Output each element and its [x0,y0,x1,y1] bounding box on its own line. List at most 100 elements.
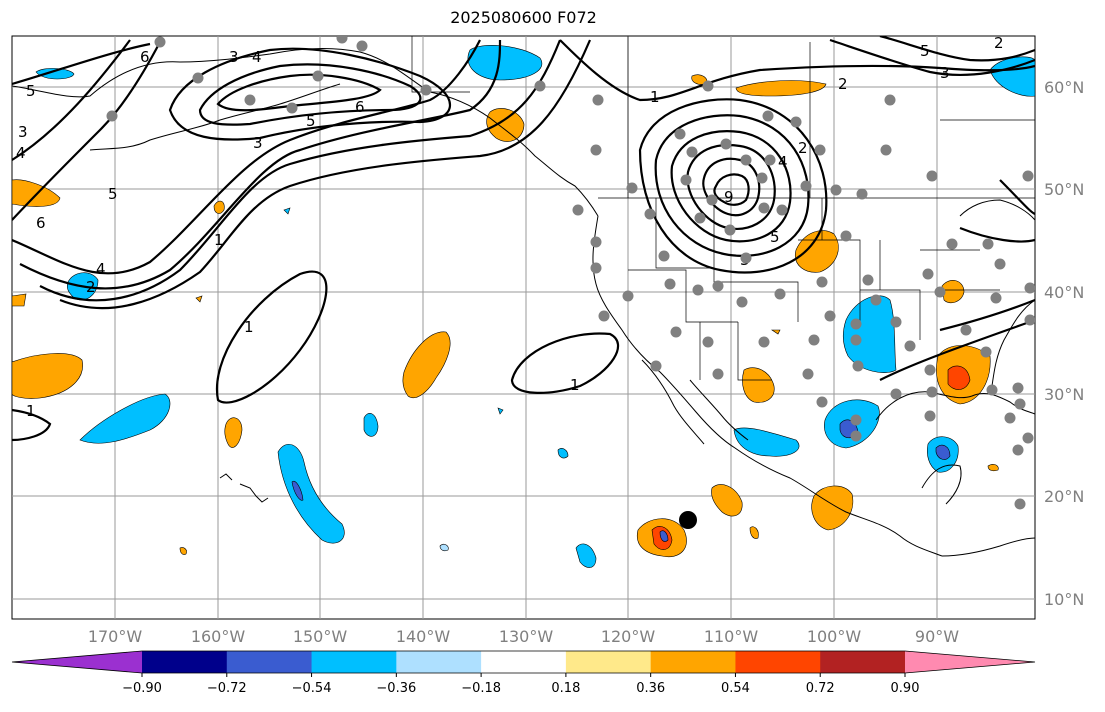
contour-label: 3 [229,48,239,66]
positive-anomaly [811,485,854,531]
colorbar: −0.90 −0.72 −0.54 −0.36 −0.18 0.18 0.36 0.54 0.7… [11,650,1036,696]
positive-anomaly [402,331,451,398]
colorbar-segment [396,651,482,673]
contour-lines [12,36,1035,442]
colorbar-segment [565,651,652,673]
positive-anomaly [12,353,83,399]
lat-label-50n: 50°N [1044,180,1084,199]
longitude-labels: 170°W 160°W 150°W 140°W 130°W 120°W 110°… [88,627,959,646]
negative-anomaly [989,56,1035,97]
positive-anomaly [742,367,775,403]
colorbar-tick-label: 0.72 [806,681,835,696]
contour-label: 1 [570,376,580,394]
coastlines [12,47,1035,557]
colorbar-tick-label: −0.18 [461,681,501,696]
negative-anomaly [35,68,75,80]
lon-label-170w: 170°W [88,627,143,646]
contour-label: 4 [96,260,106,278]
contour-label: 3 [18,123,28,141]
positive-anomaly [795,230,839,273]
colorbar-segment [226,651,313,673]
negative-anomaly [79,393,171,444]
station-dots [106,36,1035,510]
contour-label: 2 [838,75,848,93]
negative-anomaly [291,480,304,501]
contour-label: 3 [253,134,263,152]
lat-label-10n: 10°N [1044,590,1084,609]
colorbar-tick-label: 0.36 [636,681,665,696]
negative-anomaly [439,544,449,552]
contour-label: 2 [86,278,96,296]
lat-label-60n: 60°N [1044,78,1084,97]
positive-anomaly [12,293,27,307]
negative-anomaly [557,448,569,459]
colorbar-tick-label: 0.18 [551,681,580,696]
positive-anomaly [213,200,225,214]
contour-label: 4 [16,144,26,162]
colorbar-tick-label: −0.90 [122,681,162,696]
positive-anomaly [486,108,525,142]
colorbar-tick-label: −0.72 [207,681,247,696]
lon-label-120w: 120°W [601,627,656,646]
contour-label: 6 [355,98,365,116]
negative-anomaly [277,443,345,544]
storm-position-marker [679,511,697,529]
colorbar-extend-min [12,651,142,673]
colorbar-tick-label: 0.90 [891,681,920,696]
graticule [12,36,1035,619]
colorbar-tick-label: −0.36 [376,681,416,696]
colorbar-segment [820,651,906,673]
positive-anomaly [195,295,203,303]
contour-label: 5 [26,82,36,100]
lon-label-160w: 160°W [191,627,246,646]
colorbar-segment [481,651,567,673]
positive-anomaly [947,365,971,390]
contour-label: 1 [244,318,254,336]
lon-label-90w: 90°W [915,627,959,646]
positive-anomaly [179,547,187,555]
lon-label-110w: 110°W [704,627,759,646]
lon-label-130w: 130°W [499,627,554,646]
negative-anomaly [575,543,597,568]
colorbar-segment [735,651,821,673]
contour-label: 6 [36,214,46,232]
map-layers: 5 3 4 3 4 6 5 6 5 3 3 6 4 2 1 1 1 1 2 4 … [12,36,1035,619]
lat-label-30n: 30°N [1044,385,1084,404]
colorbar-tick-label: 0.54 [721,681,750,696]
contour-label: 1 [214,231,224,249]
lon-label-150w: 150°W [293,627,348,646]
positive-anomaly [771,329,781,335]
positive-anomaly [224,417,243,448]
lat-label-40n: 40°N [1044,283,1084,302]
contour-label: 5 [306,112,316,130]
positive-anomaly [749,526,759,539]
colorbar-extend-max [905,651,1035,673]
negative-anomaly [363,413,379,437]
contour-label: 3 [940,64,950,82]
colorbar-segment [142,651,228,673]
contour-label: 2 [798,139,808,157]
negative-anomaly [935,444,951,460]
contour-label: 5 [920,42,930,60]
contour-label: 9 [724,188,734,206]
negative-anomaly [283,207,291,215]
contour-label: 6 [140,48,150,66]
positive-anomaly [735,80,827,97]
contour-label: 1 [650,88,660,106]
positive-anomaly [711,484,743,517]
lat-label-20n: 20°N [1044,487,1084,506]
latitude-labels: 60°N 50°N 40°N 30°N 20°N 10°N [1044,78,1084,609]
colorbar-segment [311,651,397,673]
negative-anomaly [497,407,504,415]
contour-label: 4 [778,153,788,171]
contour-label: 5 [108,185,118,203]
positive-anomaly [941,280,965,304]
colorbar-segment [650,651,736,673]
positive-anomaly [659,530,669,542]
colorbar-tick-label: −0.54 [292,681,332,696]
contour-label: 4 [252,48,262,66]
map-title: 2025080600 F072 [450,8,597,27]
lon-label-100w: 100°W [807,627,862,646]
contour-label: 1 [26,402,36,420]
